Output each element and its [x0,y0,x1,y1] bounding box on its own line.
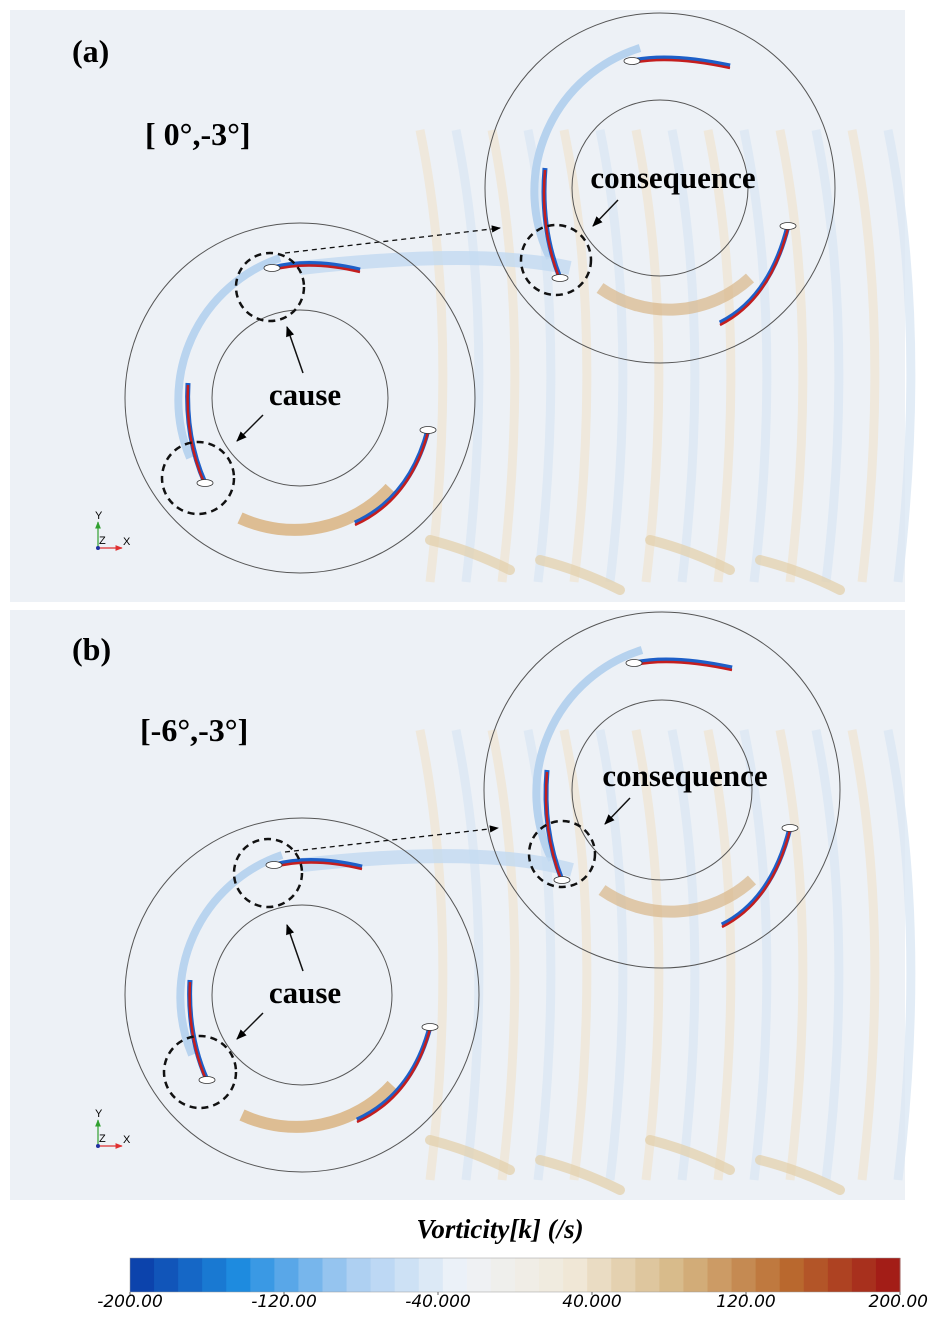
colorbar-segment [467,1258,492,1292]
colorbar-title: Vorticity[k] (/s) [416,1214,583,1244]
colorbar-segment [130,1258,155,1292]
colorbar-tick-label: 200.00 [869,1292,928,1312]
blade [624,58,640,65]
consequence-label: consequence [590,160,755,195]
colorbar-segment [178,1258,203,1292]
triad-label: Z [99,535,106,547]
colorbar-tick-label: 40.000 [562,1292,621,1312]
figure: (a) [ 0°,-3°] cause consequence Y Z X (b) [-6°,-… [0,0,930,1313]
colorbar-segment [371,1258,396,1292]
consequence-label: consequence [602,758,767,793]
triad-label: Z [99,1133,106,1145]
triad-label: Y [95,1108,103,1120]
colorbar-segment [515,1258,540,1292]
blade [552,275,568,282]
colorbar-segment [491,1258,516,1292]
colorbar-segment [659,1258,684,1292]
triad-label: X [123,1134,131,1146]
angle-label: [-6°,-3°] [140,712,248,748]
colorbar-segment [323,1258,348,1292]
triad-label: X [123,536,131,548]
panel-background [10,10,905,602]
colorbar-segment [683,1258,708,1292]
colorbar-tick-label: 120.00 [716,1292,775,1312]
blade [420,427,436,434]
colorbar-segment [804,1258,829,1292]
colorbar-segment [202,1258,227,1292]
panel-background [10,610,905,1200]
colorbar-segment [587,1258,612,1292]
colorbar-segment [563,1258,588,1292]
angle-label: [ 0°,-3°] [145,116,251,152]
colorbar-segment [708,1258,733,1292]
triad-label: Y [95,510,103,522]
colorbar-segment [250,1258,275,1292]
colorbar-segment [828,1258,853,1292]
blade [782,825,798,832]
blade [266,862,282,869]
panel: (a) [ 0°,-3°] cause consequence Y Z X [10,10,911,602]
colorbar-segment [154,1258,179,1292]
colorbar-segment [852,1258,877,1292]
cause-label: cause [269,975,341,1010]
colorbar-segment [539,1258,564,1292]
panel-label: (b) [72,631,111,667]
blade [264,265,280,272]
colorbar-segment [395,1258,420,1292]
colorbar-segment [347,1258,372,1292]
colorbar-tick-label: -120.00 [251,1292,317,1312]
colorbar-tick-label: -200.00 [97,1292,163,1312]
colorbar-segment [780,1258,805,1292]
panel: (b) [-6°,-3°] cause consequence Y Z X [10,610,911,1200]
colorbar-segment [611,1258,636,1292]
colorbar-segment [635,1258,660,1292]
cause-label: cause [269,377,341,412]
colorbar-segment [274,1258,299,1292]
colorbar-segment [876,1258,901,1292]
colorbar-segment [226,1258,251,1292]
panel-label: (a) [72,33,109,69]
blade [422,1024,438,1031]
blade [780,223,796,230]
blade [626,660,642,667]
colorbar-segment [298,1258,323,1292]
blade [197,480,213,487]
colorbar-segment [732,1258,757,1292]
colorbar-segment [419,1258,444,1292]
colorbar-segment [443,1258,468,1292]
colorbar-segment [756,1258,781,1292]
colorbar-tick-label: -40.000 [405,1292,471,1312]
blade [199,1077,215,1084]
blade [554,877,570,884]
